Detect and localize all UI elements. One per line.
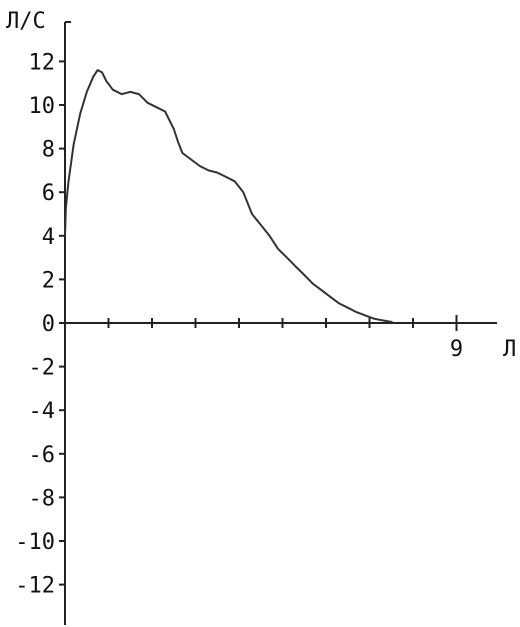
y-axis: Л/С 12 10 8 6 4 2 0 -2 -4 -6 -8 -10 -12 <box>6 9 71 625</box>
x-axis-unit: Л <box>503 337 516 362</box>
flow-curve-line <box>64 69 394 324</box>
series-group <box>64 69 394 324</box>
y-tick-label: 0 <box>42 312 55 337</box>
y-tick-label: -6 <box>29 443 56 468</box>
y-tick-label: 12 <box>29 50 56 75</box>
y-tick-label: -12 <box>15 574 55 599</box>
y-tick-label: 10 <box>29 94 56 119</box>
y-tick-label: 8 <box>42 138 55 163</box>
y-tick-label: -8 <box>29 486 56 511</box>
y-tick-label: -4 <box>29 399 56 424</box>
y-tick-label: 6 <box>42 181 55 206</box>
y-tick-label: -10 <box>15 530 55 555</box>
x-tick-label: 9 <box>450 337 463 362</box>
y-tick-label: 4 <box>42 225 55 250</box>
y-tick-label: -2 <box>29 356 56 381</box>
y-axis-unit: Л/С <box>6 9 46 34</box>
y-tick-label: 2 <box>42 268 55 293</box>
